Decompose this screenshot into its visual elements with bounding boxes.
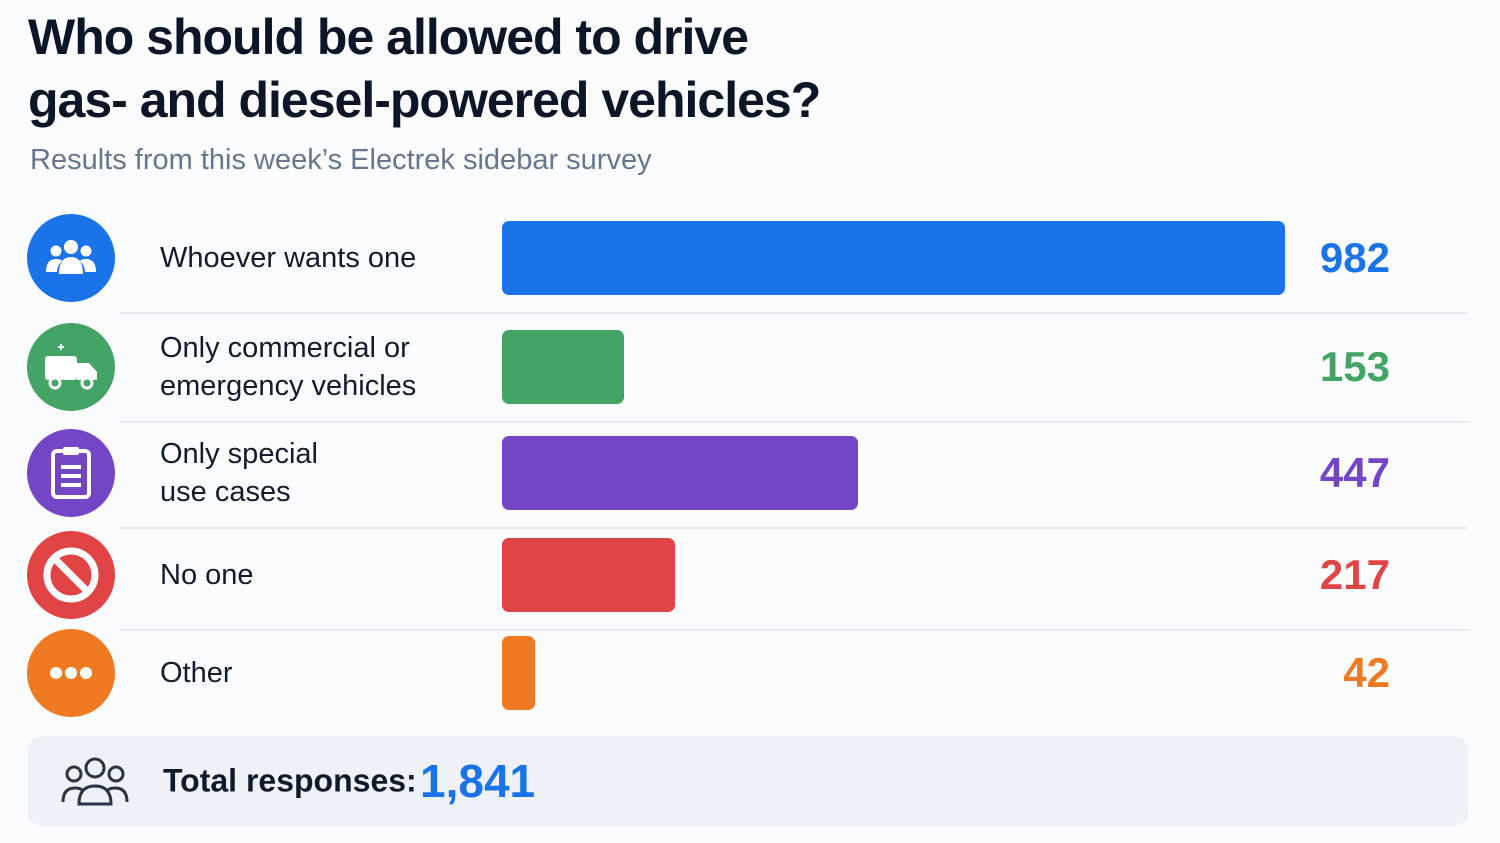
category-label: Only special use cases xyxy=(160,438,318,508)
bar xyxy=(502,538,676,612)
bar xyxy=(502,636,536,710)
total-box xyxy=(28,736,1468,826)
row-icon xyxy=(27,214,115,302)
category-label: No one xyxy=(160,559,254,591)
bar xyxy=(502,330,624,404)
value-label: 153 xyxy=(1319,343,1390,390)
row-icon xyxy=(27,531,115,619)
value-label: 42 xyxy=(1343,649,1390,696)
value-label: 982 xyxy=(1319,234,1390,281)
category-label: Other xyxy=(160,657,233,689)
row-separator xyxy=(120,527,1468,529)
row-icon xyxy=(27,323,115,411)
bar xyxy=(502,221,1285,295)
total-title: Total responses: xyxy=(163,762,417,799)
row-separator xyxy=(120,421,1468,423)
value-label: 217 xyxy=(1319,551,1390,598)
row-separator xyxy=(120,312,1468,314)
bar xyxy=(502,436,859,510)
value-label: 447 xyxy=(1319,449,1390,496)
category-label: Whoever wants one xyxy=(160,242,417,274)
row-icon xyxy=(27,629,115,717)
chart-title: Who should be allowed to drive gas- and … xyxy=(28,9,821,128)
total-value: 1,841 xyxy=(420,755,536,807)
category-label: Only commercial or emergency vehicles xyxy=(160,332,417,402)
row-icon xyxy=(27,429,115,517)
row-separator xyxy=(120,629,1468,631)
chart-subtitle: Results from this week’s Electrek sideba… xyxy=(30,144,652,176)
total-icon xyxy=(61,757,129,806)
